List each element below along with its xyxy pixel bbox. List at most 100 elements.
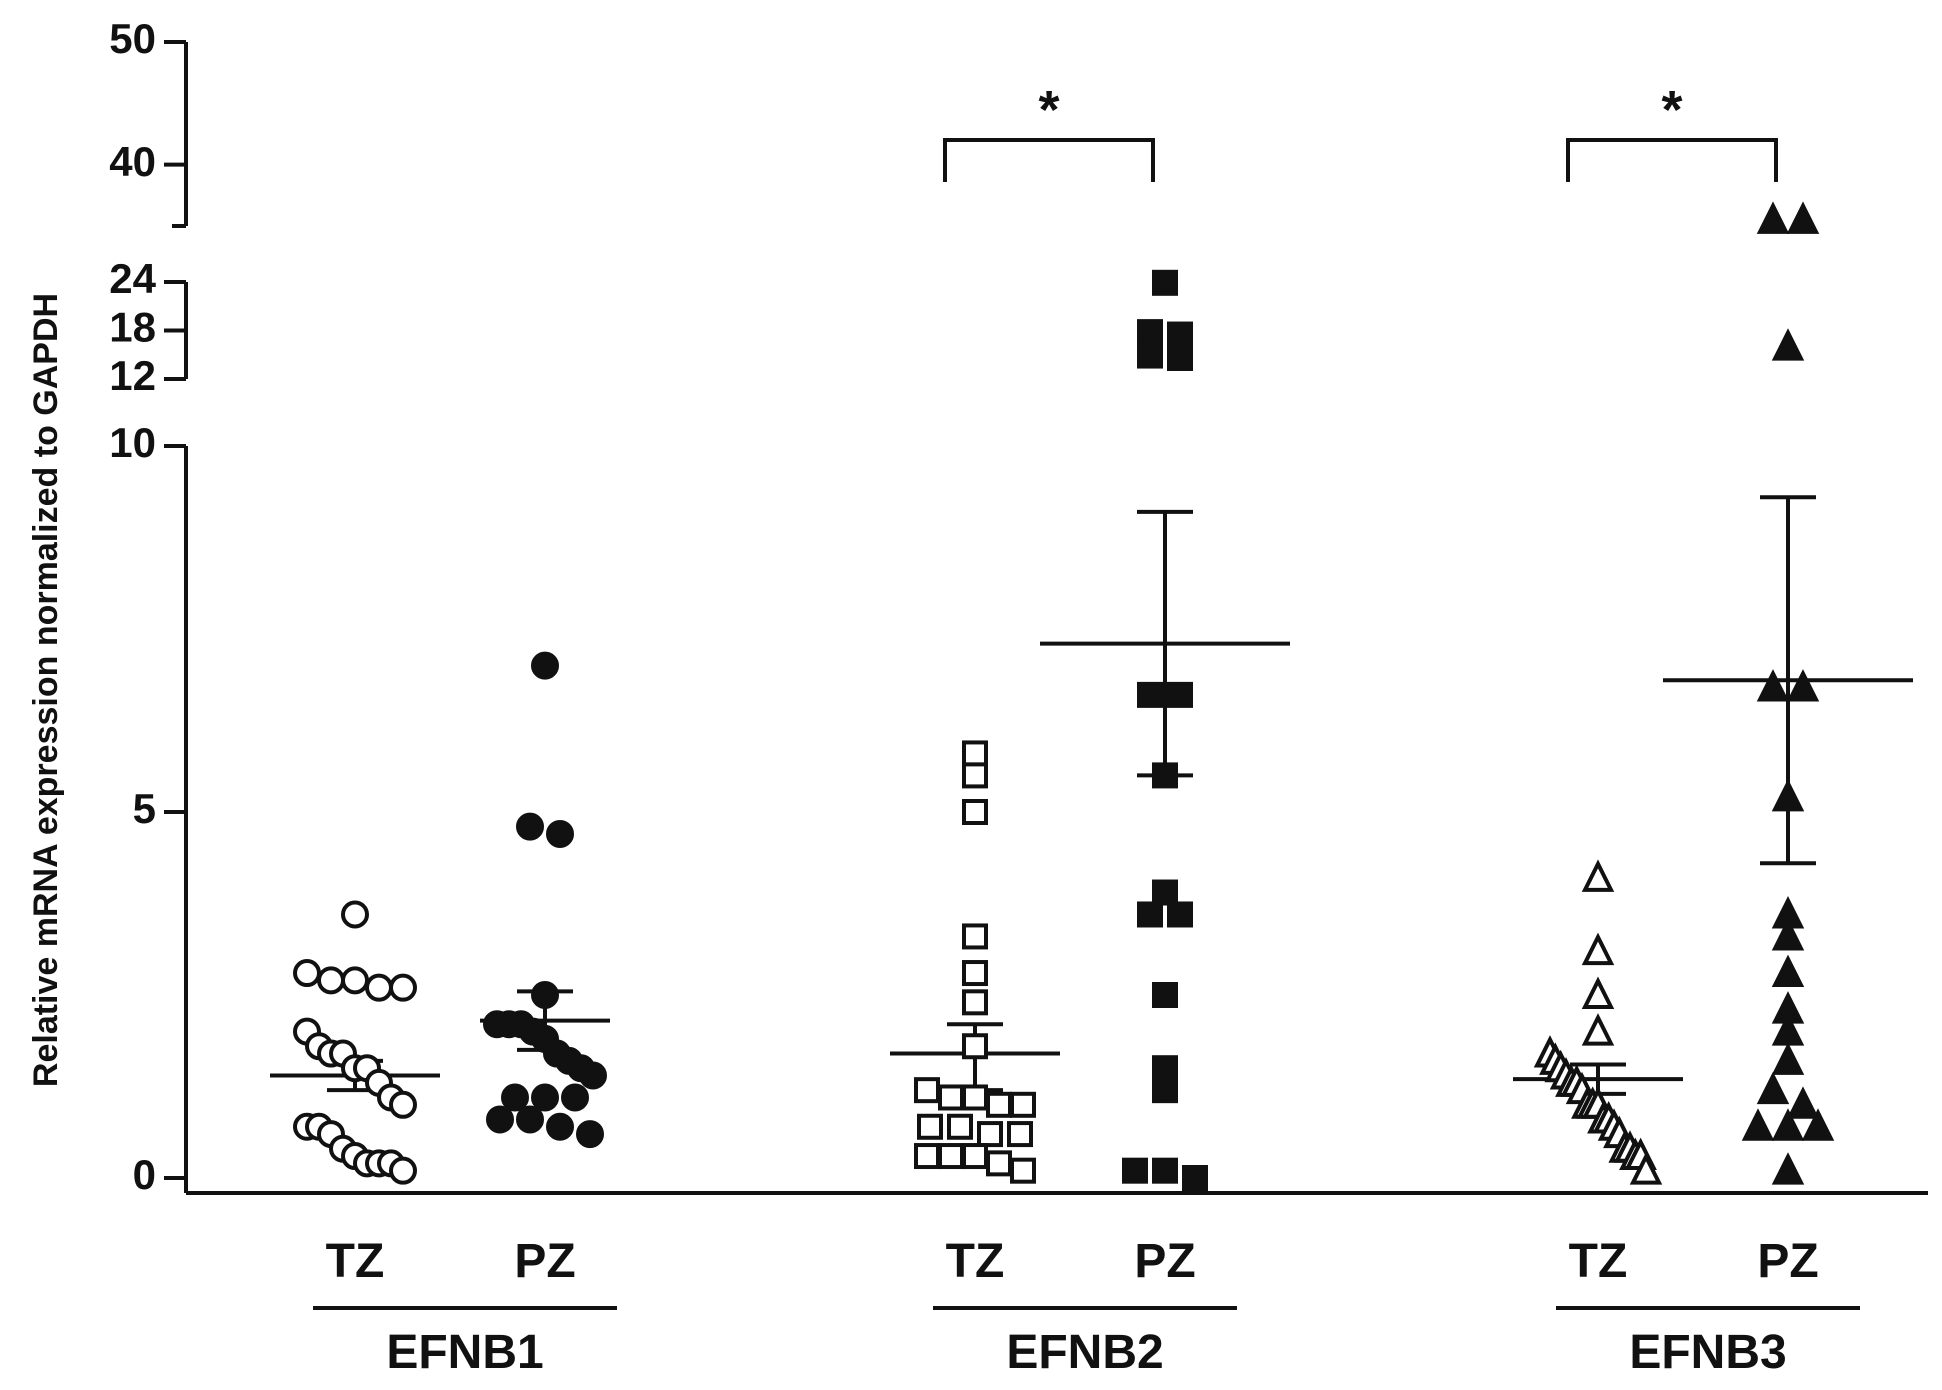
data-point-square [1137, 901, 1163, 928]
data-point-circle [516, 812, 544, 841]
data-point-square [947, 1113, 973, 1140]
significance-bracket [943, 138, 1155, 182]
data-point-triangle [1756, 201, 1790, 234]
mean-sem-bars [270, 495, 1913, 1096]
data-point-triangle [1771, 1108, 1805, 1141]
data-point-triangle [1581, 859, 1615, 892]
data-point-triangle [1786, 669, 1820, 702]
data-point-square [986, 1150, 1012, 1177]
data-point-square [1007, 1121, 1033, 1148]
data-point-circle [293, 959, 321, 988]
data-point-circle [579, 1061, 607, 1090]
significance-bracket [1566, 138, 1778, 182]
data-point-square [1010, 1157, 1036, 1184]
gene-label: EFNB3 [1629, 1326, 1786, 1379]
data-point-square [938, 1143, 964, 1170]
data-point-triangle [1581, 932, 1615, 966]
data-point-square [962, 1143, 988, 1170]
y-tick-label: 10 [109, 419, 156, 466]
data-point-triangle [1771, 328, 1805, 361]
data-point-circle [317, 966, 345, 995]
data-point-circle [389, 1090, 417, 1119]
data-point-square [1152, 982, 1178, 1008]
data-point-square [1167, 321, 1193, 348]
data-point-triangle [1786, 1086, 1820, 1119]
data-point-circle [341, 966, 369, 995]
data-point-square [1010, 1091, 1036, 1118]
data-point-square [1122, 1157, 1148, 1184]
data-point-square [962, 923, 988, 950]
data-point-circle [341, 900, 369, 929]
y-tick-label: 0 [133, 1151, 156, 1198]
data-point-square [1137, 681, 1163, 708]
data-point-triangle [1581, 1013, 1615, 1046]
data-point-square [986, 1091, 1012, 1118]
data-point-square [962, 799, 988, 825]
data-point-triangle [1771, 1152, 1805, 1185]
category-label: TZ [946, 1235, 1005, 1288]
data-point-square [1152, 1055, 1178, 1082]
data-point-triangle [1771, 917, 1805, 951]
data-point-triangle [1741, 1108, 1775, 1141]
data-point-square [962, 1033, 988, 1060]
data-point-square [1167, 901, 1193, 928]
data-point-triangle [1756, 1071, 1790, 1105]
data-point-square [917, 1113, 943, 1140]
data-point-square [1152, 269, 1178, 296]
data-point-square [1167, 681, 1193, 708]
data-point-square [962, 1084, 988, 1111]
data-point-circle [561, 1083, 589, 1112]
data-point-square [1182, 1165, 1208, 1191]
data-point-square [1167, 344, 1193, 371]
data-points [293, 201, 1835, 1191]
data-point-circle [546, 1112, 574, 1141]
significance-star: * [1038, 80, 1059, 140]
y-tick-label: 40 [109, 138, 156, 185]
category-label: PZ [1757, 1235, 1818, 1288]
data-point-square [962, 960, 988, 987]
category-label: PZ [514, 1235, 575, 1288]
y-tick-label: 18 [109, 304, 156, 351]
significance-star: * [1661, 80, 1682, 140]
data-point-circle [501, 1083, 529, 1112]
data-point-triangle [1771, 778, 1805, 812]
y-axis-title: Relative mRNA expression normalized to G… [27, 293, 65, 1087]
data-point-circle [389, 1156, 417, 1185]
data-point-triangle [1771, 1042, 1805, 1075]
y-tick-label: 50 [109, 15, 156, 62]
data-point-triangle [1581, 976, 1615, 1009]
y-tick-label: 5 [133, 785, 156, 832]
category-label: TZ [1569, 1235, 1628, 1288]
data-point-circle [531, 981, 559, 1009]
data-point-triangle [1801, 1108, 1835, 1141]
data-point-square [1152, 762, 1178, 789]
data-point-circle [531, 1083, 559, 1112]
data-point-square [1152, 879, 1178, 906]
data-point-square [1152, 1157, 1178, 1184]
data-point-square [1137, 319, 1163, 346]
data-point-square [914, 1143, 940, 1170]
data-point-triangle [1629, 1152, 1663, 1185]
y-tick-label: 12 [109, 352, 156, 399]
category-label: TZ [326, 1235, 385, 1288]
data-point-circle [576, 1120, 604, 1149]
gene-label: EFNB1 [386, 1326, 543, 1379]
category-label: PZ [1134, 1235, 1195, 1288]
data-point-circle [389, 973, 417, 1002]
significance-brackets: * * [943, 80, 1778, 182]
data-point-square [1137, 342, 1163, 369]
data-point-square [914, 1077, 940, 1104]
data-point-circle [365, 973, 393, 1002]
data-point-circle [486, 1105, 514, 1134]
data-point-square [1152, 1077, 1178, 1104]
data-point-triangle [1786, 201, 1820, 234]
gene-label: EFNB2 [1006, 1326, 1163, 1379]
data-point-square [977, 1121, 1003, 1148]
data-point-square [962, 740, 988, 767]
data-point-circle [516, 1105, 544, 1134]
y-tick-label: 24 [109, 255, 156, 302]
data-point-square [962, 762, 988, 789]
